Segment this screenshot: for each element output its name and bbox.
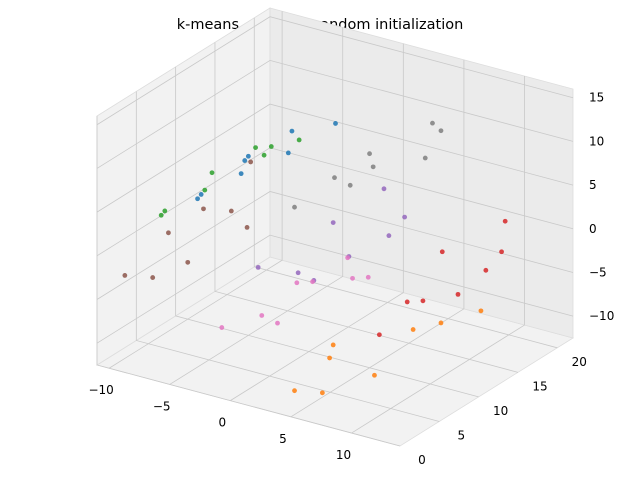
z-tick-label: 10 [589, 134, 604, 148]
scatter-point-cluster-6 [310, 279, 315, 285]
x-gridline [290, 59, 465, 418]
scatter-point-cluster-6 [275, 320, 280, 326]
scatter-point-cluster-6 [345, 255, 351, 261]
scatter-point-cluster-6 [259, 313, 265, 318]
z-gridline [96, 103, 574, 213]
scatter-point-cluster-2 [268, 144, 274, 149]
scatter-point-cluster-5 [166, 230, 171, 236]
scatter-point-cluster-6 [350, 275, 355, 281]
scatter-point-cluster-3 [420, 298, 426, 304]
z-gridline [96, 234, 574, 344]
z-tick-label: −10 [589, 309, 614, 323]
scatter-point-cluster-5 [150, 275, 156, 280]
x-tick-label: 10 [336, 448, 351, 462]
scatter-point-cluster-0 [285, 150, 291, 156]
axes-gridlines [96, 11, 574, 447]
scatter-point-cluster-1 [410, 327, 416, 332]
scatter-point-cluster-5 [244, 225, 250, 230]
z-gridline [96, 16, 574, 126]
scatter-point-cluster-7 [332, 175, 337, 181]
y-tick-label: 0 [418, 453, 426, 467]
scatter-point-cluster-1 [372, 372, 377, 378]
scatter-point-cluster-1 [319, 390, 325, 396]
scatter-point-cluster-5 [122, 273, 128, 278]
y-tick-label: 15 [532, 379, 547, 393]
y-gridline [253, 17, 558, 349]
scatter-point-cluster-4 [402, 214, 408, 220]
y-tick-label: 5 [457, 428, 465, 442]
scatter-point-cluster-0 [333, 121, 338, 126]
scatter-points [122, 120, 508, 396]
z-tick-label: 15 [589, 91, 604, 105]
x-gridline [169, 27, 344, 385]
y-tick-label: 10 [493, 404, 508, 418]
scatter-point-cluster-3 [376, 332, 382, 338]
y-gridline [135, 91, 440, 422]
x-tick-label: 5 [279, 432, 287, 446]
scatter-point-cluster-2 [261, 152, 267, 158]
scatter-point-cluster-3 [439, 249, 445, 255]
scatter-point-cluster-7 [292, 204, 297, 210]
scatter-point-cluster-4 [295, 270, 301, 276]
z-tick-label: −5 [589, 265, 607, 279]
scatter-point-cluster-5 [201, 206, 206, 212]
x-gridline [108, 11, 283, 369]
axes-panes [96, 7, 574, 447]
scatter-point-cluster-7 [347, 182, 353, 188]
x-tick-label: −10 [88, 383, 113, 397]
scatter-point-cluster-1 [327, 355, 332, 361]
scatter-point-cluster-2 [202, 187, 208, 193]
y-gridline [96, 116, 401, 447]
scatter-point-cluster-7 [367, 151, 372, 157]
scatter-point-cluster-2 [209, 170, 215, 176]
scatter-point-cluster-6 [294, 280, 300, 286]
scatter-point-cluster-2 [162, 208, 168, 214]
scatter-point-cluster-0 [238, 171, 244, 177]
scatter-point-cluster-0 [245, 153, 251, 159]
scatter-point-cluster-3 [502, 218, 508, 224]
scatter-point-cluster-0 [242, 158, 248, 163]
scatter-point-cluster-7 [438, 128, 444, 134]
scatter-point-cluster-5 [228, 208, 234, 214]
scatter-point-cluster-2 [253, 145, 258, 151]
y-gridline [214, 42, 519, 373]
z-tick-label: 0 [589, 222, 597, 236]
scatter-point-cluster-4 [255, 264, 261, 270]
scatter-point-cluster-6 [219, 325, 225, 330]
z-gridline [96, 191, 574, 300]
scatter-point-cluster-3 [404, 299, 410, 305]
x-gridline [351, 76, 525, 434]
scatter-point-cluster-0 [195, 196, 200, 202]
scatter-point-cluster-2 [296, 137, 302, 143]
scatter-point-cluster-3 [499, 249, 504, 255]
scatter-point-cluster-1 [330, 342, 336, 348]
scatter-point-cluster-1 [292, 388, 297, 394]
x-tick-label: −5 [153, 399, 171, 413]
scatter-point-cluster-2 [158, 212, 164, 218]
scatter-point-cluster-1 [438, 320, 444, 326]
scatter-point-cluster-4 [381, 186, 387, 192]
scatter-point-cluster-5 [185, 259, 191, 265]
scatter-point-cluster-7 [422, 155, 428, 161]
scatter-point-cluster-3 [455, 291, 461, 297]
y-gridline [175, 66, 479, 398]
axis-ticks: −10 −5 0 5 10 0 5 10 15 20 −10 −5 0 5 10 15 [88, 91, 614, 467]
z-gridline [96, 59, 574, 169]
y-tick-label: 20 [572, 355, 587, 369]
scatter-point-cluster-7 [430, 120, 435, 126]
scatter-point-cluster-7 [370, 164, 376, 170]
scatter-point-cluster-3 [483, 267, 489, 273]
scatter-point-cluster-6 [365, 274, 371, 280]
scatter-point-cluster-1 [478, 308, 484, 314]
scatter-point-cluster-0 [289, 128, 295, 134]
scatter-point-cluster-4 [386, 233, 392, 239]
scatter-point-cluster-5 [248, 159, 254, 165]
scatter-point-cluster-4 [330, 220, 336, 226]
scatter-point-cluster-0 [198, 192, 204, 197]
z-tick-label: 5 [589, 178, 597, 192]
x-tick-label: 0 [218, 416, 226, 430]
x-gridline [230, 43, 404, 401]
